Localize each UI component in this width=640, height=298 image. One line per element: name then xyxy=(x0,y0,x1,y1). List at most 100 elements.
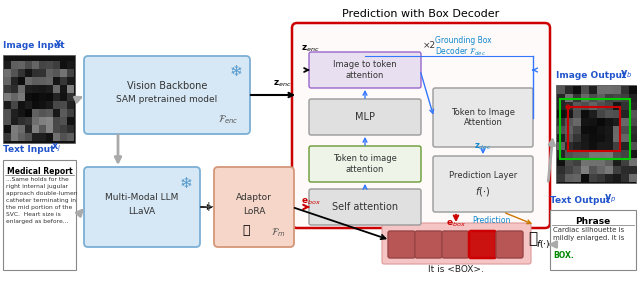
Bar xyxy=(613,86,621,94)
Bar xyxy=(18,69,25,77)
Bar xyxy=(60,109,67,117)
Bar xyxy=(4,93,11,101)
Bar xyxy=(621,86,629,94)
Bar xyxy=(621,102,629,110)
Bar xyxy=(53,133,60,141)
Text: Multi-Modal LLM: Multi-Modal LLM xyxy=(106,193,179,203)
Text: LLaVA: LLaVA xyxy=(129,207,156,217)
Bar xyxy=(560,99,630,159)
Bar xyxy=(39,77,46,85)
Bar xyxy=(11,61,18,69)
Bar xyxy=(613,142,621,150)
Bar xyxy=(46,133,53,141)
Bar xyxy=(573,86,581,94)
Bar xyxy=(60,69,67,77)
Bar xyxy=(581,94,589,102)
Bar xyxy=(589,102,597,110)
Bar xyxy=(67,109,74,117)
Text: ❄: ❄ xyxy=(180,176,193,190)
Bar xyxy=(613,110,621,118)
Bar xyxy=(557,126,565,134)
Bar xyxy=(613,118,621,126)
Bar xyxy=(46,125,53,133)
Bar xyxy=(4,117,11,125)
Bar xyxy=(46,77,53,85)
Text: Decoder $\mathcal{F}_{dec}$: Decoder $\mathcal{F}_{dec}$ xyxy=(435,46,486,58)
Bar xyxy=(573,142,581,150)
Bar xyxy=(53,85,60,93)
Bar xyxy=(589,86,597,94)
FancyBboxPatch shape xyxy=(382,223,531,264)
Text: Phrase: Phrase xyxy=(575,217,611,226)
Bar xyxy=(11,101,18,109)
Bar xyxy=(67,133,74,141)
Bar xyxy=(25,77,32,85)
Bar xyxy=(621,158,629,166)
Bar xyxy=(573,118,581,126)
Bar xyxy=(4,133,11,141)
Bar xyxy=(605,166,613,174)
Bar xyxy=(589,150,597,158)
Bar xyxy=(18,101,25,109)
Bar xyxy=(589,94,597,102)
Bar xyxy=(32,125,39,133)
Bar xyxy=(565,86,573,94)
Bar xyxy=(32,69,39,77)
Bar xyxy=(4,125,11,133)
Bar xyxy=(25,61,32,69)
Text: LoRA: LoRA xyxy=(243,207,265,217)
Bar xyxy=(18,61,25,69)
Bar xyxy=(60,133,67,141)
Text: ...Same holds for the
right internal jugular
approach double-lumen
catheter term: ...Same holds for the right internal jug… xyxy=(6,177,77,224)
Bar xyxy=(39,69,46,77)
Bar xyxy=(565,134,573,142)
Bar xyxy=(556,85,636,183)
Text: Image Output: Image Output xyxy=(556,71,630,80)
Bar xyxy=(53,61,60,69)
Bar xyxy=(60,85,67,93)
Bar xyxy=(597,86,605,94)
Text: Medical Report: Medical Report xyxy=(6,167,72,176)
Bar xyxy=(60,93,67,101)
Bar xyxy=(597,166,605,174)
Bar xyxy=(67,85,74,93)
Bar xyxy=(589,126,597,134)
Bar xyxy=(39,109,46,117)
Bar xyxy=(67,101,74,109)
Bar xyxy=(565,94,573,102)
Bar xyxy=(557,142,565,150)
Bar xyxy=(11,133,18,141)
Text: Image to token
attention: Image to token attention xyxy=(333,60,397,80)
Bar xyxy=(39,85,46,93)
Bar xyxy=(11,117,18,125)
Bar xyxy=(589,118,597,126)
Bar xyxy=(568,107,620,151)
Bar xyxy=(581,166,589,174)
Bar xyxy=(32,93,39,101)
Bar xyxy=(565,166,573,174)
Bar xyxy=(621,166,629,174)
Text: ❄: ❄ xyxy=(230,64,243,80)
Bar xyxy=(605,158,613,166)
Text: Prediction: Prediction xyxy=(472,216,510,225)
Bar xyxy=(46,93,53,101)
Circle shape xyxy=(566,105,570,109)
Bar xyxy=(39,125,46,133)
Bar xyxy=(589,142,597,150)
Bar xyxy=(67,117,74,125)
Bar xyxy=(605,86,613,94)
Bar xyxy=(597,94,605,102)
Bar xyxy=(25,85,32,93)
Bar xyxy=(60,125,67,133)
Bar xyxy=(605,118,613,126)
Text: $\mathbf{y}_p$: $\mathbf{y}_p$ xyxy=(604,193,616,205)
Bar xyxy=(67,77,74,85)
Bar xyxy=(605,134,613,142)
Text: 🔥: 🔥 xyxy=(243,224,250,238)
Bar xyxy=(53,101,60,109)
Bar xyxy=(589,134,597,142)
Bar xyxy=(605,150,613,158)
Text: Token to image
attention: Token to image attention xyxy=(333,154,397,174)
Bar xyxy=(629,94,637,102)
Bar xyxy=(557,94,565,102)
